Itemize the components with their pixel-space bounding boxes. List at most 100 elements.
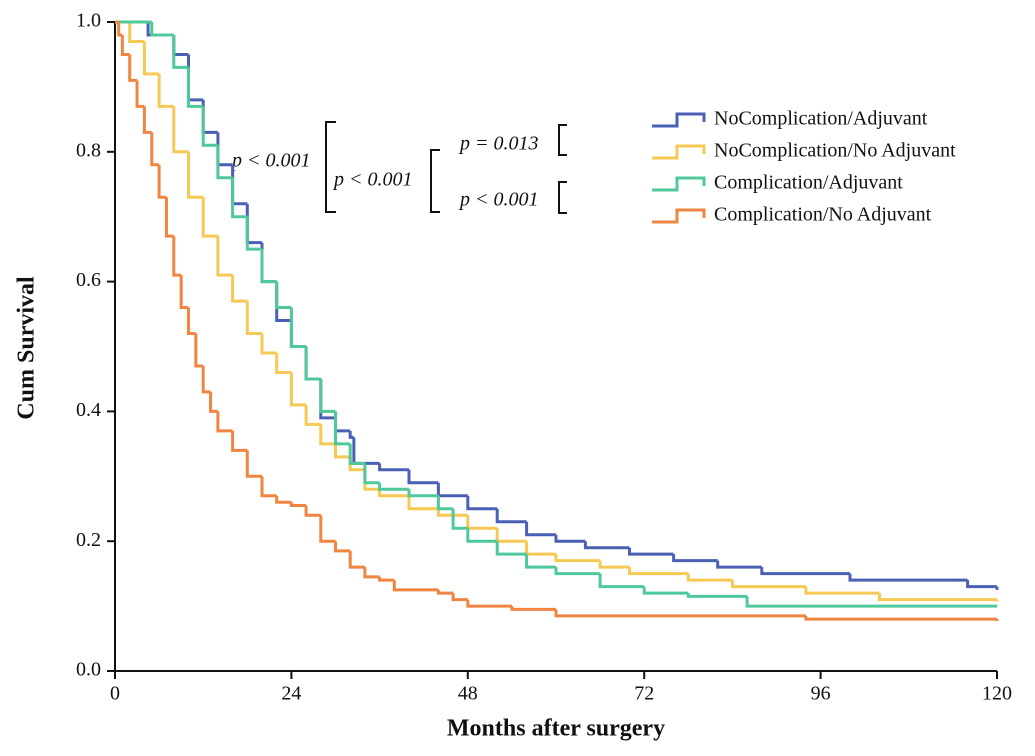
survival-step bbox=[172, 34, 189, 56]
survival-step bbox=[289, 320, 307, 348]
legend-label: Complication/No Adjuvant bbox=[714, 204, 932, 226]
survival-step bbox=[150, 132, 160, 167]
legend-swatch bbox=[652, 176, 706, 192]
legend-swatch bbox=[652, 112, 706, 128]
survival-step bbox=[275, 352, 292, 374]
survival-step bbox=[117, 22, 123, 37]
annotation: p < 0.001 bbox=[458, 189, 539, 211]
survival-step bbox=[304, 346, 321, 381]
survival-step bbox=[436, 508, 468, 517]
survival-step bbox=[363, 567, 380, 579]
survival-step bbox=[554, 609, 806, 618]
survival-step bbox=[260, 333, 277, 355]
survival-step bbox=[628, 567, 689, 576]
x-tick-label: 72 bbox=[634, 683, 654, 705]
survival-step bbox=[201, 106, 218, 147]
survival-step bbox=[407, 469, 439, 485]
survival-step bbox=[554, 554, 601, 563]
survival-step bbox=[128, 22, 145, 43]
survival-step bbox=[142, 106, 152, 134]
survival-step bbox=[157, 164, 167, 199]
survival-step bbox=[363, 469, 380, 491]
survival-step bbox=[260, 242, 277, 284]
y-tick-label: 0.0 bbox=[76, 659, 101, 681]
survival-step bbox=[686, 573, 733, 582]
survival-step bbox=[172, 34, 189, 69]
brackets bbox=[325, 121, 567, 214]
survival-step bbox=[466, 515, 498, 530]
survival-step bbox=[319, 378, 336, 413]
x-tick-label: 120 bbox=[982, 683, 1012, 705]
survival-step bbox=[187, 67, 204, 108]
survival-step bbox=[319, 515, 336, 543]
y-tick-label: 0.8 bbox=[76, 139, 101, 161]
survival-step bbox=[150, 22, 174, 37]
survival-step bbox=[436, 495, 454, 511]
survival-step bbox=[304, 404, 321, 426]
survival-step bbox=[142, 41, 160, 76]
survival-step bbox=[436, 482, 468, 498]
survival-step bbox=[466, 599, 512, 608]
survival-step bbox=[407, 489, 439, 498]
survival-step bbox=[187, 307, 196, 336]
survival-step bbox=[730, 580, 806, 589]
survival-step bbox=[334, 411, 351, 446]
survival-step bbox=[760, 567, 850, 576]
survival-step bbox=[598, 573, 645, 589]
survival-step bbox=[378, 463, 409, 472]
survival-step bbox=[164, 197, 174, 238]
survival-step bbox=[348, 430, 354, 439]
survival-step bbox=[172, 106, 189, 154]
y-tick-label: 0.2 bbox=[76, 529, 101, 551]
survival-step bbox=[304, 505, 321, 517]
survival-step bbox=[245, 203, 262, 245]
survival-step bbox=[120, 34, 130, 56]
survival-step bbox=[216, 145, 233, 180]
survival-step bbox=[245, 450, 262, 478]
survival-step bbox=[289, 307, 307, 348]
survival-step bbox=[745, 596, 997, 608]
survival-step bbox=[525, 541, 556, 556]
survival-step bbox=[216, 411, 233, 433]
survival-step bbox=[352, 437, 380, 465]
survival-step bbox=[289, 502, 307, 508]
survival-step bbox=[554, 567, 601, 576]
survival-step bbox=[510, 606, 556, 611]
survival-step bbox=[245, 301, 262, 336]
survival-step bbox=[583, 541, 630, 550]
x-axis-label: Months after surgery bbox=[447, 716, 665, 742]
annotation: p < 0.001 bbox=[230, 150, 311, 172]
survival-step bbox=[495, 508, 527, 524]
survival-step bbox=[495, 541, 527, 556]
survival-step bbox=[407, 495, 439, 511]
survival-step bbox=[172, 236, 182, 277]
survival-step bbox=[201, 99, 218, 134]
survival-step bbox=[392, 580, 439, 592]
x-tick-label: 24 bbox=[281, 683, 301, 705]
survival-step bbox=[157, 73, 174, 108]
survival-step bbox=[275, 281, 292, 310]
survival-step bbox=[245, 216, 262, 251]
annotation: p < 0.001 bbox=[332, 169, 413, 191]
x-tick-label: 96 bbox=[811, 683, 831, 705]
survival-step bbox=[216, 132, 233, 167]
y-tick-label: 1.0 bbox=[76, 10, 101, 32]
survival-step bbox=[848, 573, 968, 582]
survival-step bbox=[525, 521, 556, 537]
survival-step bbox=[209, 391, 218, 413]
survival-step bbox=[216, 236, 233, 277]
x-tick-label: 48 bbox=[458, 683, 478, 705]
survival-step bbox=[334, 443, 351, 459]
survival-step bbox=[804, 586, 880, 595]
survival-step bbox=[686, 593, 748, 598]
survival-step bbox=[363, 463, 380, 485]
survival-step bbox=[201, 365, 211, 394]
survival-step bbox=[598, 560, 630, 569]
survival-step bbox=[628, 547, 674, 556]
survival-step bbox=[187, 54, 204, 102]
survival-step bbox=[804, 615, 997, 621]
survival-step bbox=[877, 593, 997, 602]
survival-step bbox=[179, 275, 189, 310]
survival-step bbox=[495, 528, 527, 543]
